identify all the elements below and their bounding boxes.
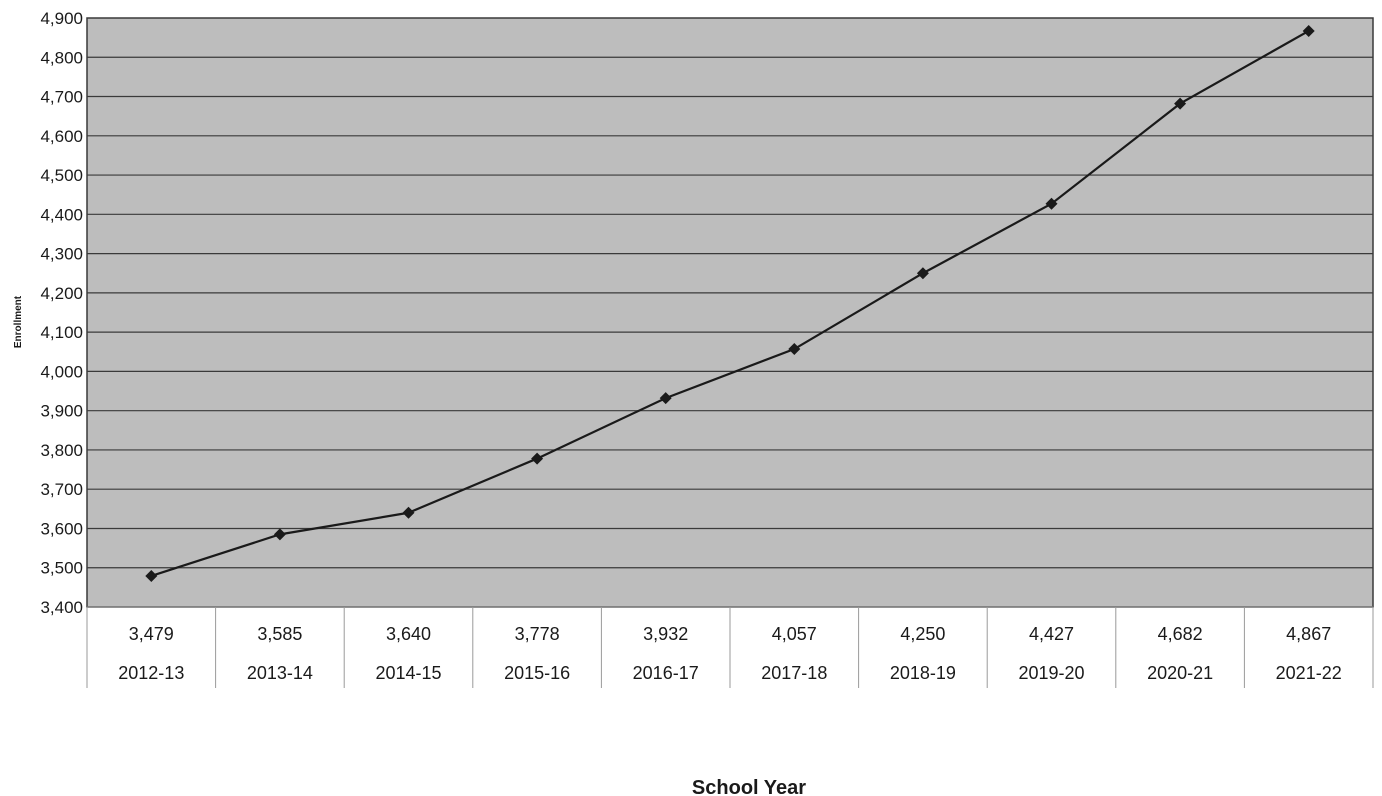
x-tick-label: 2021-22 [1276, 663, 1342, 683]
x-axis-label: School Year [692, 777, 806, 796]
data-point-diamond-icon [145, 569, 158, 582]
x-tick-label: 2014-15 [375, 663, 441, 683]
data-label: 4,682 [1158, 624, 1203, 644]
x-tick-label: 2015-16 [504, 663, 570, 683]
y-tick-label: 4,800 [40, 48, 83, 67]
y-tick-label: 3,400 [40, 598, 83, 617]
gridlines [87, 56, 1373, 569]
y-tick-label: 3,800 [40, 441, 83, 460]
data-label: 3,932 [643, 624, 688, 644]
x-tick-label: 2018-19 [890, 663, 956, 683]
data-point-diamond-icon [916, 267, 929, 280]
data-label: 4,057 [772, 624, 817, 644]
data-point-diamond-icon [402, 506, 415, 519]
plot-area [86, 17, 1374, 608]
data-label: 4,427 [1029, 624, 1074, 644]
y-tick-label: 4,600 [40, 127, 83, 146]
y-tick-label: 4,500 [40, 166, 83, 185]
y-tick-label: 4,400 [40, 205, 83, 224]
data-label: 4,250 [900, 624, 945, 644]
y-tick-label: 4,700 [40, 88, 83, 107]
data-point-diamond-icon [1302, 24, 1315, 37]
data-point-diamond-icon [788, 343, 801, 356]
data-point-diamond-icon [1045, 197, 1058, 210]
y-tick-label: 3,900 [40, 402, 83, 421]
y-axis-ticks: 3,400 3,500 3,600 3,700 3,800 3,900 4,000 4,100… [40, 9, 83, 617]
data-label: 4,867 [1286, 624, 1331, 644]
data-label: 3,479 [129, 624, 174, 644]
x-tick-label: 2012-13 [118, 663, 184, 683]
x-tick-label: 2019-20 [1018, 663, 1084, 683]
y-tick-label: 3,700 [40, 480, 83, 499]
y-tick-label: 3,600 [40, 519, 83, 538]
y-tick-label: 4,300 [40, 245, 83, 264]
y-tick-label: 3,500 [40, 559, 83, 578]
y-tick-label: 4,000 [40, 362, 83, 381]
y-tick-label: 4,100 [40, 323, 83, 342]
data-label: 3,778 [515, 624, 560, 644]
y-tick-label: 4,900 [40, 9, 83, 28]
data-point-diamond-icon [531, 452, 544, 465]
y-axis-label: Enrollment [13, 295, 24, 348]
series-line [150, 30, 1310, 578]
data-table: 3,479 2012-13 3,585 2013-14 3,640 2014-15 3,77… [86, 606, 1374, 688]
data-label: 3,585 [257, 624, 302, 644]
data-point-diamond-icon [273, 528, 286, 541]
data-label: 3,640 [386, 624, 431, 644]
series-enrollment [145, 24, 1315, 582]
data-point-diamond-icon [1174, 97, 1187, 110]
x-tick-label: 2020-21 [1147, 663, 1213, 683]
x-tick-label: 2013-14 [247, 663, 313, 683]
x-tick-label: 2017-18 [761, 663, 827, 683]
x-tick-label: 2016-17 [633, 663, 699, 683]
y-tick-label: 4,200 [40, 284, 83, 303]
data-point-diamond-icon [659, 392, 672, 405]
